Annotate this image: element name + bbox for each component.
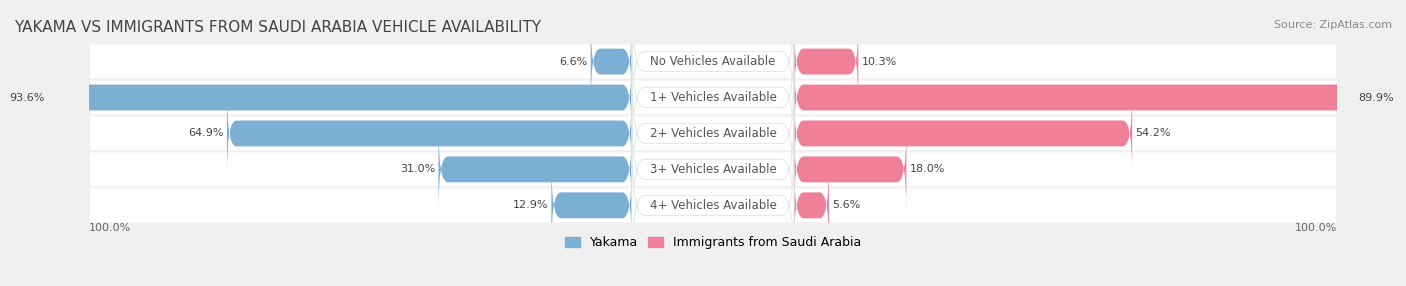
FancyBboxPatch shape: [551, 164, 631, 246]
Text: 18.0%: 18.0%: [910, 164, 945, 174]
FancyBboxPatch shape: [226, 92, 631, 174]
Text: 100.0%: 100.0%: [1295, 223, 1337, 233]
Text: 54.2%: 54.2%: [1135, 128, 1171, 138]
FancyBboxPatch shape: [631, 0, 794, 123]
FancyBboxPatch shape: [631, 144, 794, 267]
Text: 12.9%: 12.9%: [513, 200, 548, 210]
Text: No Vehicles Available: No Vehicles Available: [650, 55, 776, 68]
Text: YAKAMA VS IMMIGRANTS FROM SAUDI ARABIA VEHICLE AVAILABILITY: YAKAMA VS IMMIGRANTS FROM SAUDI ARABIA V…: [14, 20, 541, 35]
FancyBboxPatch shape: [89, 187, 1337, 223]
FancyBboxPatch shape: [794, 57, 1355, 138]
FancyBboxPatch shape: [48, 57, 631, 138]
Text: 64.9%: 64.9%: [188, 128, 224, 138]
Text: 4+ Vehicles Available: 4+ Vehicles Available: [650, 199, 776, 212]
Text: 1+ Vehicles Available: 1+ Vehicles Available: [650, 91, 776, 104]
Text: 100.0%: 100.0%: [89, 223, 131, 233]
Text: 6.6%: 6.6%: [560, 57, 588, 67]
FancyBboxPatch shape: [794, 164, 830, 246]
Text: 2+ Vehicles Available: 2+ Vehicles Available: [650, 127, 776, 140]
FancyBboxPatch shape: [794, 21, 858, 103]
Text: 10.3%: 10.3%: [862, 57, 897, 67]
Legend: Yakama, Immigrants from Saudi Arabia: Yakama, Immigrants from Saudi Arabia: [565, 237, 862, 249]
FancyBboxPatch shape: [439, 128, 631, 210]
Text: 89.9%: 89.9%: [1358, 92, 1393, 102]
FancyBboxPatch shape: [89, 151, 1337, 187]
FancyBboxPatch shape: [591, 21, 631, 103]
Text: Source: ZipAtlas.com: Source: ZipAtlas.com: [1274, 20, 1392, 30]
FancyBboxPatch shape: [89, 43, 1337, 80]
FancyBboxPatch shape: [89, 116, 1337, 151]
FancyBboxPatch shape: [631, 36, 794, 159]
FancyBboxPatch shape: [89, 80, 1337, 116]
Text: 93.6%: 93.6%: [10, 92, 45, 102]
Text: 3+ Vehicles Available: 3+ Vehicles Available: [650, 163, 776, 176]
FancyBboxPatch shape: [794, 92, 1132, 174]
FancyBboxPatch shape: [631, 72, 794, 195]
Text: 5.6%: 5.6%: [832, 200, 860, 210]
Text: 31.0%: 31.0%: [401, 164, 436, 174]
FancyBboxPatch shape: [794, 128, 907, 210]
FancyBboxPatch shape: [631, 108, 794, 231]
